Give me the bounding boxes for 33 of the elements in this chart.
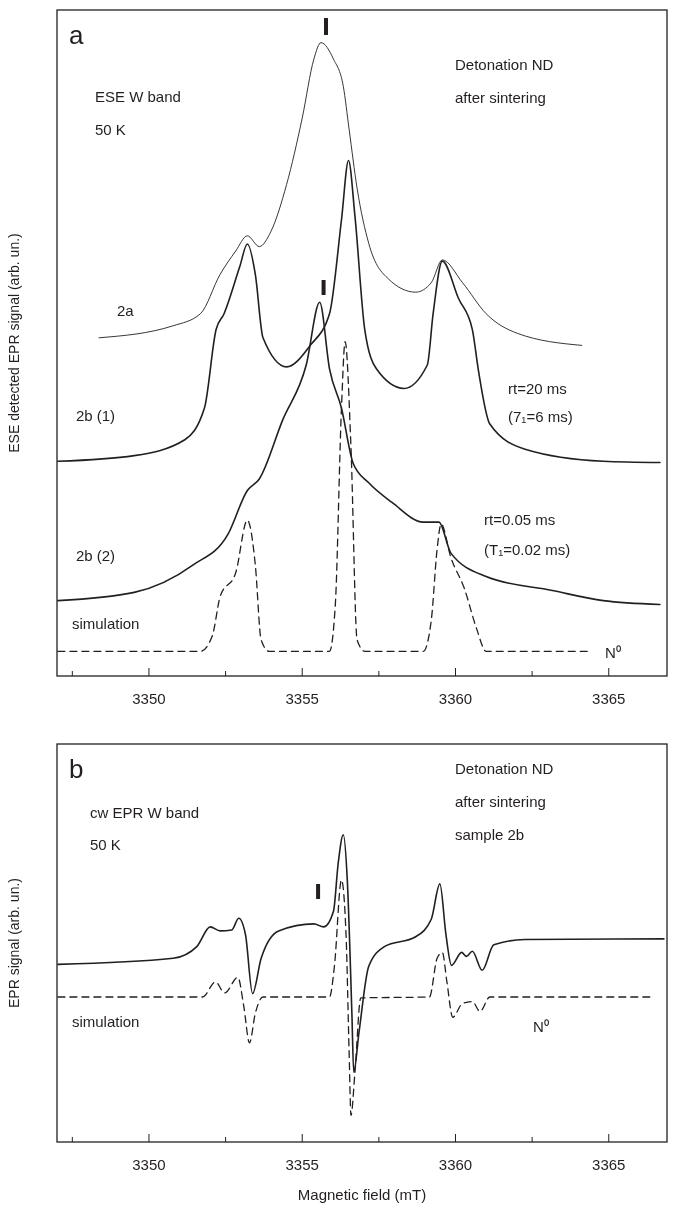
x-tick-label: 3365 (592, 690, 626, 707)
x-tick-label: 3365 (592, 1156, 626, 1173)
x-tick-label: 3360 (438, 1156, 473, 1173)
annotation: 50 K (90, 836, 121, 853)
series-label: simulation (71, 615, 140, 633)
series-label: 2a (116, 301, 135, 319)
text: 2b (1) (75, 407, 116, 425)
x-tick-label: 3355 (285, 1156, 319, 1173)
x-tick-label: 3360 (438, 690, 473, 707)
series-label: simulation (71, 1012, 140, 1030)
chart-title: b (69, 754, 84, 784)
annotation: after sintering (455, 89, 546, 106)
annotation: 50 K (95, 121, 126, 138)
text: Detonation ND (455, 760, 554, 777)
annotation: rt=20 ms (508, 380, 567, 397)
annotation: ESE W band (95, 88, 181, 105)
annotation: (7₁=6 ms) (508, 408, 573, 425)
x-tick-label: 3355 (285, 690, 319, 707)
annotation: rt=0.05 ms (484, 511, 556, 528)
text: cw EPR W band (90, 804, 200, 821)
annotation: N⁰ (605, 644, 621, 661)
x-tick-label: 3350 (132, 690, 166, 707)
x-tick-label: 3350 (132, 1156, 166, 1173)
y-axis-title: EPR signal (arb. un.) (6, 878, 22, 1008)
chart-title: a (69, 20, 84, 50)
text: 2b (2) (75, 546, 116, 564)
x-axis-title: Magnetic field (mT) (297, 1186, 427, 1203)
annotation: N⁰ (533, 1018, 549, 1035)
text: after sintering (455, 793, 546, 810)
annotation: (T₁=0.02 ms) (484, 541, 571, 558)
annotation: Detonation ND (455, 56, 554, 73)
y-axis-title: ESE detected EPR signal (arb. un.) (6, 233, 22, 453)
annotation: sample 2b (455, 826, 525, 843)
